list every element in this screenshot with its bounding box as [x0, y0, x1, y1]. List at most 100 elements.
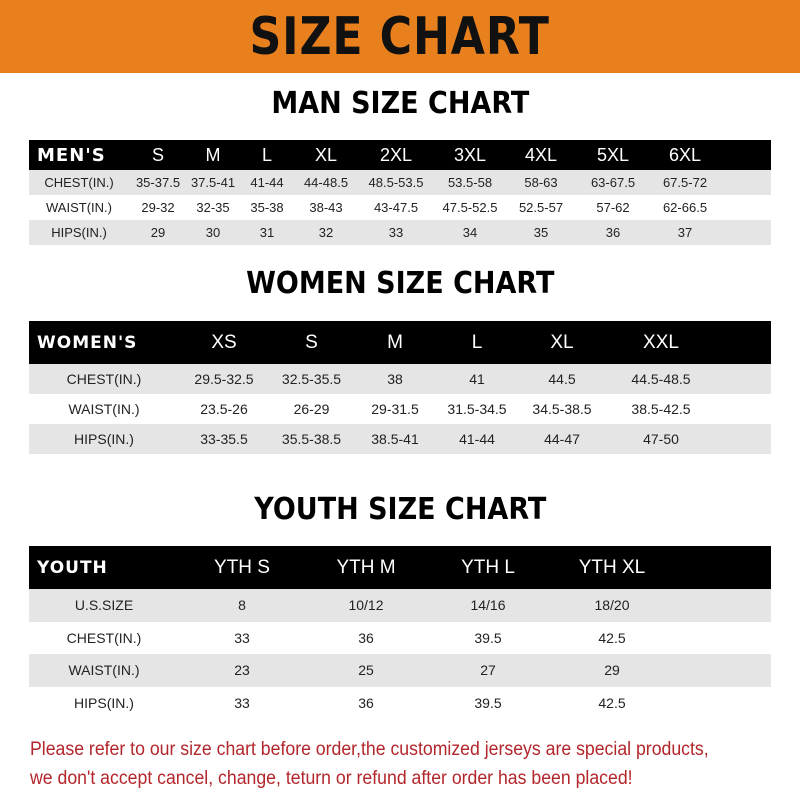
table-cell: 41-44 — [459, 431, 495, 447]
table-cell: 62-66.5 — [662, 200, 708, 215]
size-column-header: YTH M — [336, 556, 396, 578]
table-cell: 34.5-38.5 — [532, 401, 592, 417]
women-section-title: WOMEN SIZE CHART — [0, 266, 800, 301]
size-column-header: XS — [211, 331, 237, 353]
size-column-header: S — [305, 331, 318, 353]
size-column-header: S — [151, 144, 164, 165]
measurement-label: CHEST(IN.) — [66, 629, 142, 646]
size-column-header: XL — [550, 331, 574, 353]
table-cell: 18/20 — [594, 597, 630, 614]
measurement-label: HIPS(IN.) — [51, 225, 107, 240]
size-chart-banner: SIZE CHART — [0, 0, 800, 73]
table-row: U.S.SIZE 8 10/12 14/16 18/20 — [29, 589, 771, 622]
table-label-header: YOUTH — [37, 557, 108, 578]
table-cell: 35-38 — [250, 200, 284, 215]
table-cell: 29.5-32.5 — [194, 371, 254, 387]
table-row: HIPS(IN.) 33 36 39.5 42.5 — [29, 686, 771, 719]
table-cell: 32.5-35.5 — [281, 371, 342, 387]
table-cell: 38 — [387, 371, 403, 387]
table-cell: 47.5-52.5 — [442, 200, 498, 215]
size-column-header: XL — [314, 144, 338, 165]
table-row: WAIST(IN.) 29-32 32-35 35-38 38-43 43-47.5 47.… — [29, 195, 771, 220]
table-cell: 32-35 — [196, 200, 230, 215]
table-cell: 39.5 — [474, 694, 502, 711]
size-column-header: L — [471, 331, 483, 353]
measurement-label: WAIST(IN.) — [46, 200, 112, 215]
table-cell: 32 — [318, 225, 334, 240]
table-cell: 39.5 — [474, 629, 502, 646]
size-column-header: L — [261, 144, 272, 165]
table-cell: 10/12 — [348, 597, 384, 614]
table-cell: 35.5-38.5 — [281, 431, 342, 447]
table-cell: 36 — [358, 629, 374, 646]
table-header-row: WOMEN'S XS S M L XL XXL — [29, 321, 771, 364]
table-cell: 14/16 — [470, 597, 506, 614]
measurement-label: WAIST(IN.) — [68, 401, 140, 417]
table-cell: 41-44 — [250, 175, 284, 190]
table-cell: 38-43 — [309, 200, 343, 215]
table-cell: 42.5 — [598, 694, 626, 711]
size-column-header: 4XL — [524, 144, 558, 165]
table-cell: 25 — [358, 662, 374, 679]
men-size-table: MEN'S S M L XL 2XL 3XL 4XL 5XL 6XL CHEST(IN.) 35-37… — [29, 140, 771, 245]
table-cell: 44-48.5 — [303, 175, 349, 190]
men-section-title: MAN SIZE CHART — [0, 86, 800, 121]
size-column-header: 3XL — [453, 144, 487, 165]
table-cell: 48.5-53.5 — [368, 175, 424, 190]
table-cell: 29 — [150, 225, 166, 240]
size-column-header: YTH L — [461, 556, 515, 578]
table-cell: 53.5-58 — [447, 175, 493, 190]
table-cell: 33 — [234, 694, 250, 711]
women-title-text: WOMEN SIZE CHART — [245, 266, 555, 301]
table-label-header: WOMEN'S — [37, 332, 138, 353]
measurement-label: HIPS(IN.) — [74, 431, 134, 447]
table-cell: 52.5-57 — [518, 200, 564, 215]
table-row: HIPS(IN.) 29 30 31 32 33 34 35 36 37 — [29, 220, 771, 245]
size-column-header: XXL — [643, 331, 679, 353]
size-column-header: 5XL — [596, 144, 630, 165]
table-cell: 8 — [238, 597, 246, 614]
table-cell: 57-62 — [596, 200, 630, 215]
table-cell: 67.5-72 — [662, 175, 708, 190]
youth-size-table: YOUTH YTH S YTH M YTH L YTH XL U.S.SIZE 8 10/12… — [29, 546, 771, 719]
measurement-label: HIPS(IN.) — [74, 694, 134, 711]
youth-title-text: YOUTH SIZE CHART — [253, 492, 547, 527]
table-cell: 63-67.5 — [590, 175, 636, 190]
size-column-header: 2XL — [379, 144, 413, 165]
table-cell: 30 — [205, 225, 221, 240]
table-cell: 44-47 — [544, 431, 580, 447]
table-cell: 47-50 — [643, 431, 679, 447]
table-cell: 35-37.5 — [135, 175, 181, 190]
table-cell: 35 — [533, 225, 549, 240]
table-cell: 31 — [259, 225, 275, 240]
table-cell: 37 — [677, 225, 693, 240]
table-row: WAIST(IN.) 23.5-26 26-29 29-31.5 31.5-34.5 34… — [29, 394, 771, 424]
table-cell: 58-63 — [524, 175, 558, 190]
disclaimer-note: Please refer to our size chart before or… — [30, 735, 790, 793]
table-row: CHEST(IN.) 29.5-32.5 32.5-35.5 38 41 44.5 44.5… — [29, 364, 771, 394]
size-column-header: YTH XL — [578, 556, 646, 578]
measurement-label: U.S.SIZE — [74, 597, 134, 614]
table-label-header: MEN'S — [37, 144, 106, 166]
table-cell: 26-29 — [293, 401, 330, 417]
table-cell: 42.5 — [598, 629, 626, 646]
table-cell: 38.5-41 — [371, 431, 419, 447]
size-column-header: M — [387, 331, 403, 353]
table-cell: 44.5 — [548, 371, 576, 387]
table-cell: 27 — [480, 662, 496, 679]
table-cell: 44.5-48.5 — [631, 371, 691, 387]
table-header-row: MEN'S S M L XL 2XL 3XL 4XL 5XL 6XL — [29, 140, 771, 170]
table-header-row: YOUTH YTH S YTH M YTH L YTH XL — [29, 546, 771, 589]
table-cell: 36 — [358, 694, 374, 711]
measurement-label: CHEST(IN.) — [66, 371, 142, 387]
measurement-label: WAIST(IN.) — [68, 662, 140, 679]
disclaimer-line-1: Please refer to our size chart before or… — [30, 739, 709, 760]
table-cell: 29-31.5 — [371, 401, 419, 417]
table-cell: 31.5-34.5 — [447, 401, 507, 417]
table-cell: 33 — [234, 629, 250, 646]
women-size-table: WOMEN'S XS S M L XL XXL CHEST(IN.) 29.5-32.5 32.5… — [29, 321, 771, 454]
table-row: WAIST(IN.) 23 25 27 29 — [29, 654, 771, 687]
youth-section-title: YOUTH SIZE CHART — [0, 492, 800, 527]
size-column-header: 6XL — [668, 144, 702, 165]
size-column-header: M — [205, 144, 221, 165]
